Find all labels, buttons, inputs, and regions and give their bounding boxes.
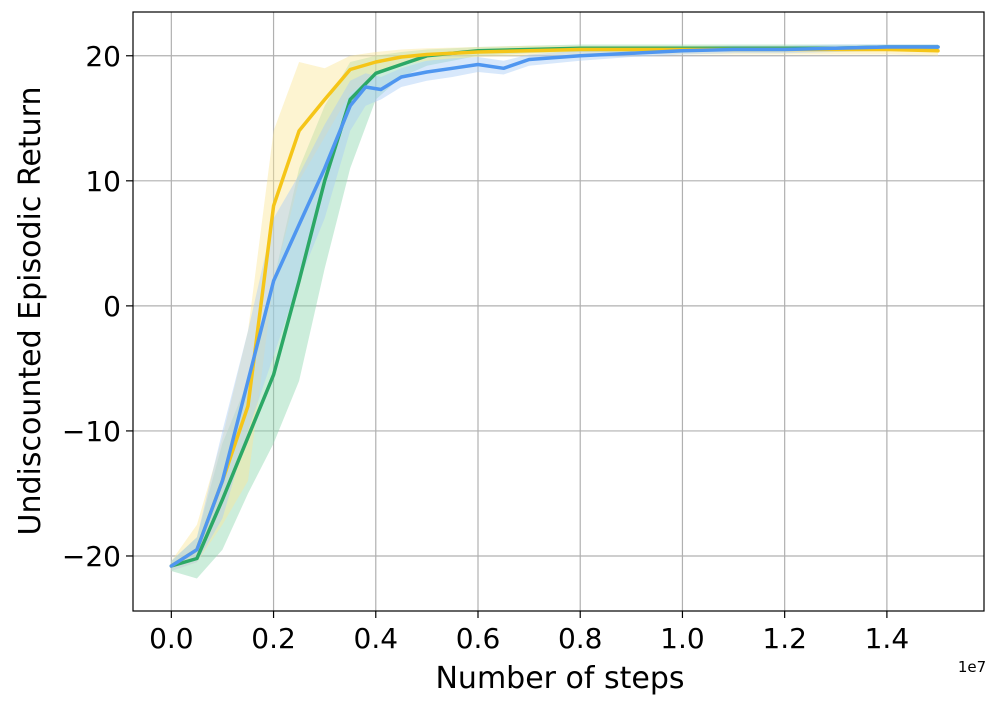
- plot-background: [133, 12, 984, 611]
- y-tick-label: 10: [85, 165, 121, 198]
- x-tick-label: 0.6: [456, 622, 501, 655]
- x-tick-label: 1.2: [762, 622, 807, 655]
- x-axis-ticks: 0.0 0.2 0.4 0.6 0.8 1.0 1.2 1.4: [149, 611, 909, 655]
- x-tick-label: 1.4: [865, 622, 910, 655]
- series-3-line: [169, 45, 940, 568]
- y-tick-label: 0: [103, 290, 121, 323]
- gridlines: [133, 12, 984, 611]
- y-tick-label: −10: [62, 415, 121, 448]
- x-offset-label: 1e7: [958, 658, 986, 676]
- y-tick-label: −20: [62, 540, 121, 573]
- x-axis-label: Number of steps: [435, 661, 684, 696]
- x-tick-label: 0.2: [251, 622, 296, 655]
- x-tick-label: 0.0: [149, 622, 194, 655]
- y-tick-label: 20: [85, 40, 121, 73]
- series-lines: [169, 45, 940, 568]
- y-axis-ticks: −20 −10 0 10 20: [62, 40, 133, 573]
- x-tick-label: 0.8: [558, 622, 603, 655]
- x-tick-label: 1.0: [660, 622, 705, 655]
- x-tick-label: 0.4: [354, 622, 399, 655]
- y-axis-label: Undiscounted Episodic Return: [13, 87, 48, 536]
- plot-frame: [132, 11, 985, 612]
